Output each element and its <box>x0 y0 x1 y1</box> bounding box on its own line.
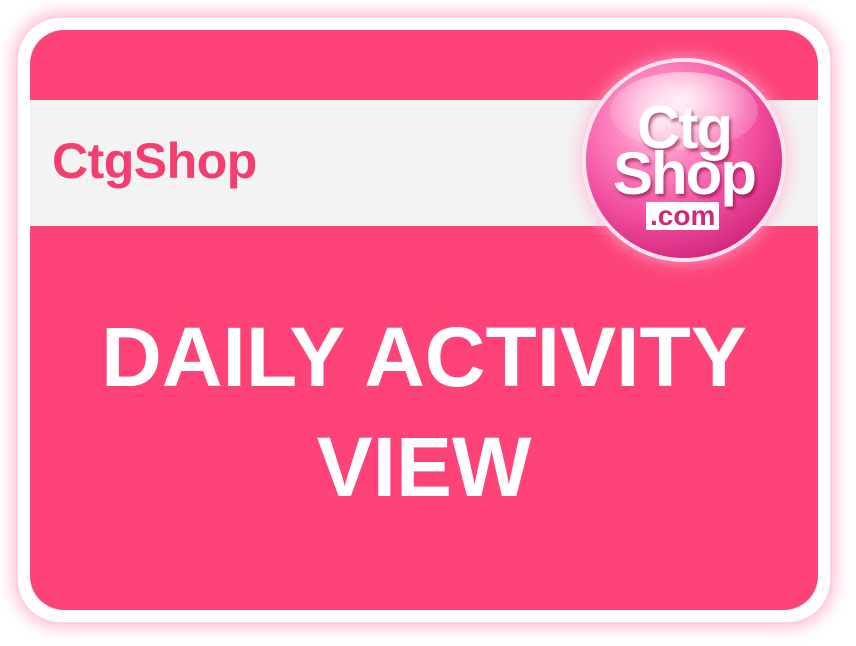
page-title: DAILY ACTIVITY VIEW <box>30 302 818 522</box>
logo-text: Ctg Shop .com <box>586 62 782 258</box>
logo-line-ctg: Ctg <box>637 94 733 161</box>
logo-line-com: .com <box>646 202 720 230</box>
logo-gloss <box>610 72 758 150</box>
title-line-2: VIEW <box>316 420 532 514</box>
ctgshop-logo: Ctg Shop .com <box>586 62 782 258</box>
logo-line-shop: Shop <box>613 140 757 207</box>
title-card: CtgShop Ctg Shop .com DAILY ACTIVITY VIE… <box>30 30 818 610</box>
title-line-1: DAILY ACTIVITY <box>101 310 747 404</box>
brand-name: CtgShop <box>52 133 257 189</box>
